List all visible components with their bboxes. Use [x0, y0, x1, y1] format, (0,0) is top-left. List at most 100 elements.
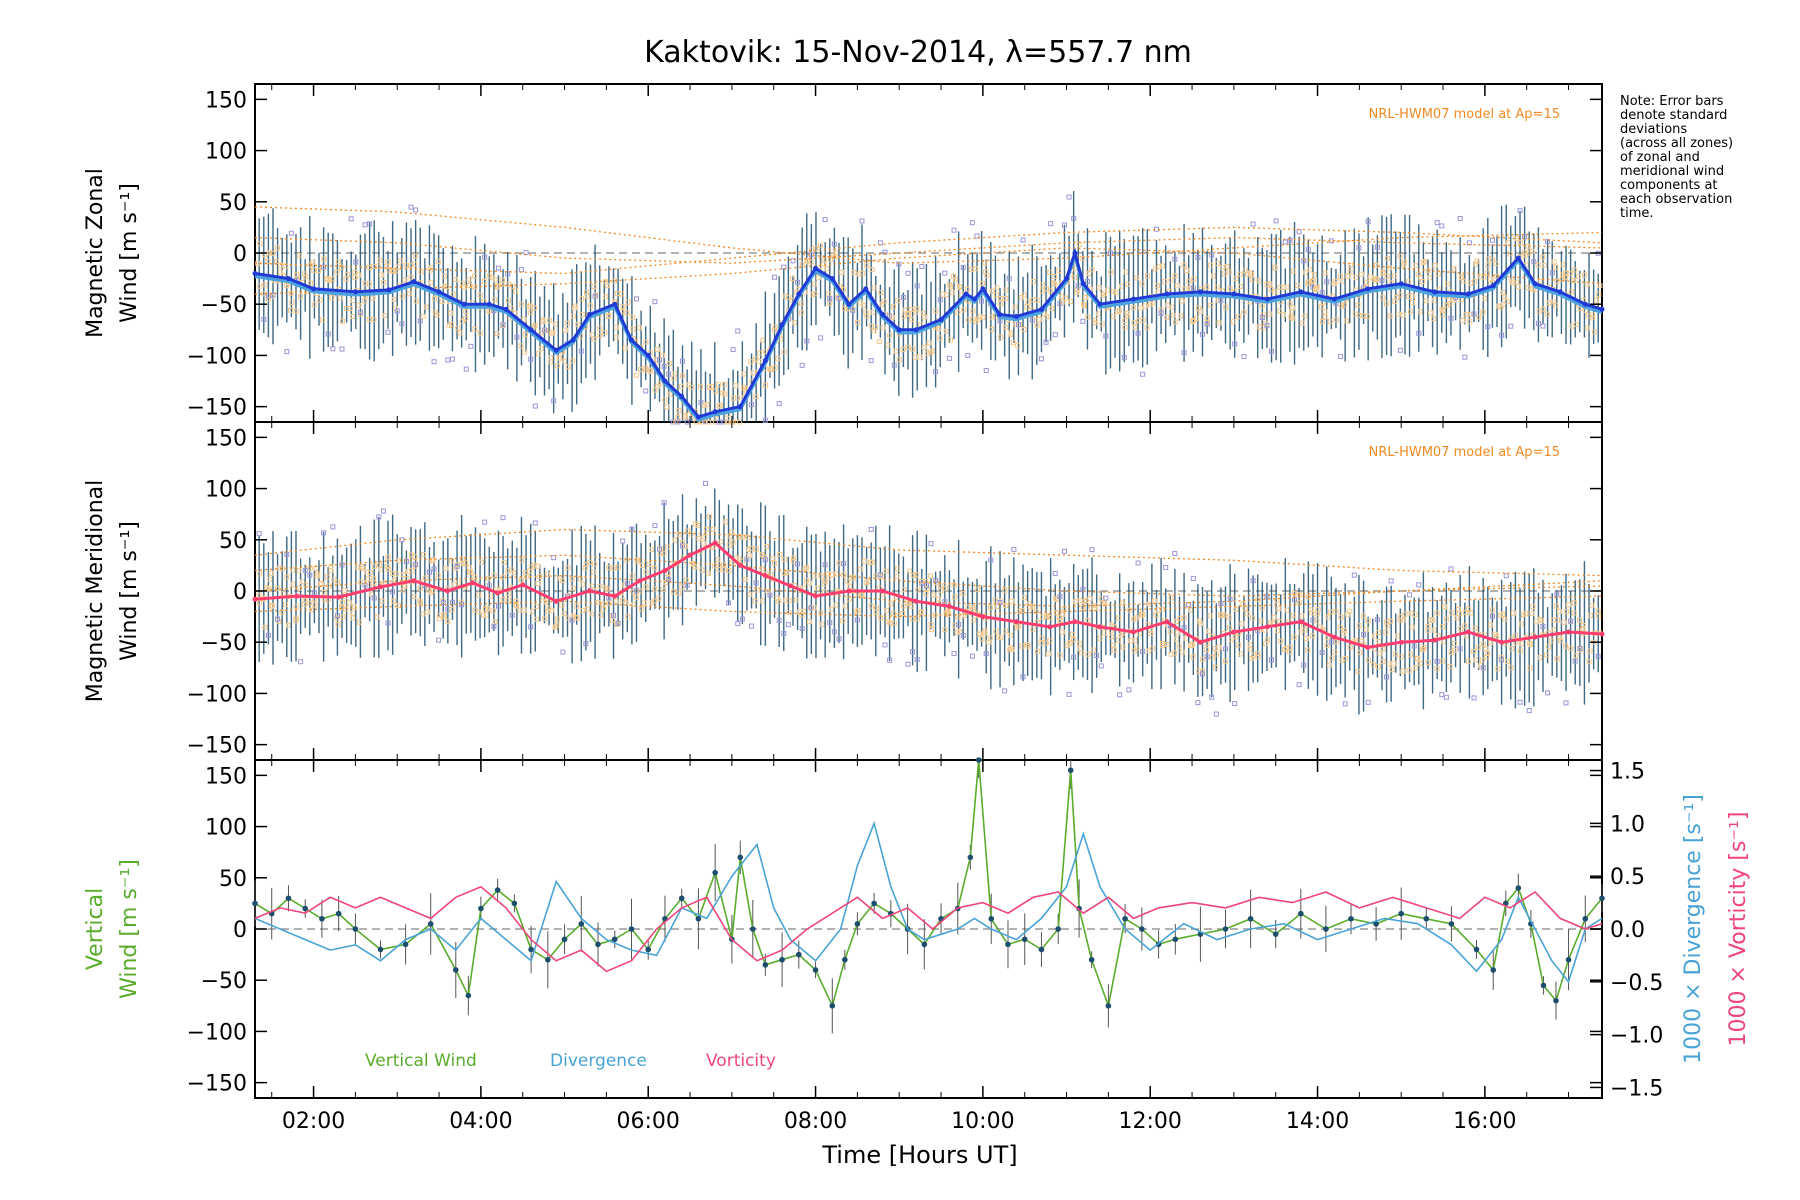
scatter-point	[476, 592, 482, 598]
scatter-point	[1025, 643, 1031, 649]
scatter-point	[951, 227, 957, 233]
mean-point	[1097, 301, 1103, 307]
scatter-point	[307, 262, 313, 268]
scatter-point	[274, 586, 280, 592]
scatter-point	[1123, 269, 1129, 275]
vertical-wind-point	[750, 926, 756, 932]
mean-point	[1465, 629, 1471, 635]
scatter-point	[781, 349, 787, 355]
scatter-point	[929, 626, 935, 632]
scatter-point	[293, 604, 299, 610]
scatter-point	[269, 602, 275, 608]
scatter-point	[1179, 649, 1185, 655]
mean-point	[1298, 619, 1304, 625]
scatter-point	[682, 543, 688, 549]
scatter-point	[763, 349, 769, 355]
scatter-point	[1451, 640, 1457, 646]
scatter-point	[1303, 635, 1309, 641]
scatter-point	[282, 602, 288, 608]
scatter-point	[1269, 348, 1275, 354]
scatter-point	[1144, 324, 1150, 330]
scatter-point	[1414, 655, 1420, 661]
scatter-point	[1172, 551, 1178, 557]
scatter-point	[696, 536, 702, 542]
scatter-point	[1595, 653, 1601, 659]
scatter-point	[278, 262, 284, 268]
model-curve	[254, 206, 1603, 264]
scatter-point	[426, 569, 432, 575]
scatter-point	[481, 278, 487, 284]
scatter-point	[265, 258, 271, 264]
scatter-point	[679, 539, 685, 545]
vertical-wind-point	[695, 915, 702, 922]
scatter-point	[1400, 312, 1406, 318]
scatter-point	[1133, 615, 1139, 621]
scatter-point	[1499, 657, 1505, 663]
scatter-point	[569, 576, 575, 582]
scatter-point	[518, 577, 524, 583]
scatter-point	[556, 355, 562, 361]
scatter-point	[1030, 603, 1036, 609]
scatter-point	[394, 308, 400, 314]
scatter-point	[1087, 595, 1093, 601]
scatter-point	[564, 320, 570, 326]
scatter-point	[543, 328, 549, 334]
scatter-point	[914, 283, 920, 289]
scatter-point	[931, 592, 937, 598]
scatter-point	[776, 598, 782, 604]
mean-point	[587, 588, 593, 594]
scatter-point	[1003, 287, 1009, 293]
scatter-point	[1319, 319, 1325, 325]
scatter-point	[1431, 316, 1437, 322]
mean-point	[879, 588, 885, 594]
mean-point	[1566, 629, 1572, 635]
scatter-point	[964, 286, 970, 292]
scatter-point	[561, 611, 567, 617]
scatter-point	[573, 615, 579, 621]
y-tick-label: 0	[233, 918, 247, 943]
scatter-point	[1348, 262, 1354, 268]
scatter-point	[439, 298, 445, 304]
mean-point	[1532, 634, 1538, 640]
zonal-mean-line	[254, 247, 1603, 419]
scatter-point	[396, 602, 402, 608]
y-tick-label: 50	[219, 867, 247, 892]
scatter-point	[1439, 692, 1445, 698]
scatter-point	[1309, 610, 1315, 616]
scatter-point	[1010, 340, 1016, 346]
scatter-point	[1168, 595, 1174, 601]
scatter-point	[570, 313, 576, 319]
scatter-point	[1273, 218, 1279, 224]
mean-point	[411, 279, 417, 285]
scatter-point	[1480, 665, 1486, 671]
scatter-point	[900, 294, 906, 300]
mean-point	[662, 568, 668, 574]
scatter-point	[1361, 632, 1367, 638]
scatter-point	[733, 383, 739, 389]
scatter-point	[1280, 285, 1286, 291]
y-tick-label: −150	[187, 396, 247, 421]
scatter-point	[651, 598, 657, 604]
axes-layer: 150100500−50−100−150150100500−50−100−150…	[187, 84, 1663, 1134]
scatter-point	[932, 612, 938, 618]
scatter-point	[1170, 312, 1176, 318]
y-tick-label: 150	[205, 764, 247, 789]
scatter-point	[928, 349, 934, 355]
mean-point	[1582, 301, 1588, 307]
scatter-point	[1200, 656, 1206, 662]
scatter-point	[927, 573, 933, 579]
vertical-wind-point	[628, 926, 635, 932]
scatter-point	[540, 319, 546, 325]
scatter-point	[562, 327, 568, 333]
scatter-point	[1132, 637, 1138, 643]
scatter-point	[597, 583, 603, 589]
mean-point	[1080, 281, 1086, 287]
mean-point	[1432, 637, 1438, 643]
scatter-point	[801, 608, 807, 614]
scatter-point	[494, 284, 500, 290]
scatter-point	[1568, 289, 1574, 295]
scatter-point	[1540, 624, 1546, 630]
scatter-point	[1290, 612, 1296, 618]
scatter-point	[1159, 607, 1165, 613]
